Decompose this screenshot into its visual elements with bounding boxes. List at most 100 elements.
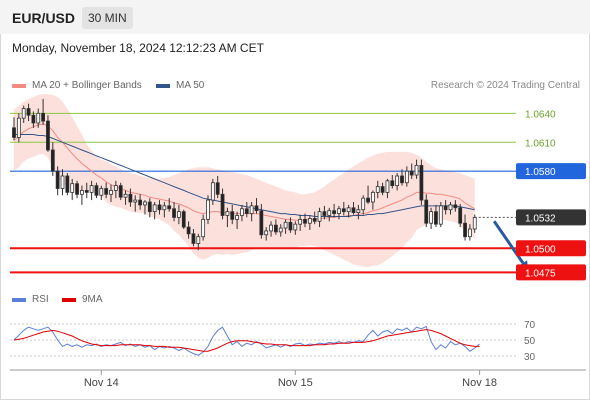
- symbol-label: EUR/USD: [12, 10, 76, 26]
- candle: [273, 219, 278, 235]
- ma50-line: [14, 134, 475, 217]
- candle: [118, 182, 123, 201]
- candle-body: [317, 211, 322, 222]
- candle: [84, 182, 89, 199]
- candle-body: [380, 186, 385, 193]
- time-axis: Nov 14 Nov 15 Nov 18: [10, 369, 586, 389]
- candle: [317, 207, 322, 228]
- rsi-ma-swatch: [62, 297, 76, 302]
- candle-body: [259, 210, 264, 236]
- candle-body: [332, 210, 337, 214]
- candle: [278, 224, 283, 237]
- candle: [375, 180, 380, 199]
- candle: [448, 202, 453, 215]
- timeframe-badge[interactable]: 30 MIN: [82, 7, 133, 29]
- legend-ma20: MA 20 + Bollinger Bands: [12, 80, 142, 91]
- candle: [191, 228, 196, 247]
- candle-body: [186, 226, 191, 235]
- rsi-swatch: [12, 297, 26, 302]
- candle: [99, 185, 104, 201]
- rsi-panel: 70 50 30: [10, 320, 536, 363]
- time-tick-label: Nov 15: [278, 377, 313, 389]
- legend-rsi-ma: 9MA: [62, 294, 103, 305]
- candle: [303, 213, 307, 228]
- candle: [123, 190, 128, 205]
- candle-body: [244, 208, 249, 214]
- candle: [41, 98, 45, 125]
- candle: [264, 227, 269, 241]
- candle-body: [46, 120, 50, 151]
- candle-body: [458, 207, 463, 224]
- candle-body: [269, 224, 273, 232]
- candle-body: [84, 190, 89, 193]
- support-tag-4: [516, 240, 586, 257]
- candle: [162, 202, 167, 218]
- candle: [70, 178, 75, 201]
- candle-body: [283, 221, 288, 229]
- candle: [341, 202, 346, 216]
- candle: [46, 115, 50, 152]
- candle-body: [80, 190, 84, 195]
- candle: [293, 221, 298, 235]
- candle-body: [41, 112, 45, 122]
- candle: [400, 169, 404, 186]
- bollinger-band-layer: [14, 94, 475, 268]
- candle: [65, 173, 70, 196]
- candle-body: [210, 182, 215, 201]
- chart-datetime: Monday, November 18, 2024 12:12:23 AM CE…: [12, 41, 264, 55]
- candle-body: [133, 199, 138, 203]
- candle-body: [385, 180, 390, 193]
- candle: [186, 221, 191, 239]
- candle-body: [230, 211, 235, 220]
- candle-body: [293, 223, 298, 231]
- copyright-text: Research © 2024 Trading Central: [430, 80, 580, 91]
- candle-body: [109, 190, 113, 195]
- candle: [283, 219, 288, 234]
- candle-body: [123, 193, 128, 198]
- candle-body: [113, 185, 118, 191]
- candle: [443, 200, 448, 215]
- candle-body: [138, 199, 143, 206]
- candle: [201, 214, 206, 241]
- candle-body: [147, 201, 152, 213]
- ma20-swatch: [12, 83, 26, 88]
- candle: [225, 207, 230, 228]
- candle: [26, 103, 31, 122]
- candle: [419, 159, 424, 205]
- candle: [366, 185, 370, 204]
- candle: [89, 180, 94, 201]
- candle-body: [303, 218, 307, 224]
- candle: [16, 113, 21, 143]
- candle-body: [346, 207, 351, 213]
- candle-body: [438, 205, 443, 225]
- candle: [472, 214, 477, 233]
- candle: [206, 195, 210, 225]
- candle-body: [351, 207, 356, 214]
- candle-body: [395, 175, 400, 187]
- ma50-swatch: [156, 83, 170, 88]
- candle-body: [104, 188, 109, 195]
- candle-body: [404, 170, 409, 184]
- candle: [167, 198, 172, 212]
- candle: [50, 142, 55, 176]
- candle-body: [65, 175, 70, 193]
- candle: [351, 202, 356, 215]
- candle: [346, 204, 351, 218]
- time-tick-label: Nov 18: [462, 377, 497, 389]
- candle: [21, 105, 26, 123]
- resistance-label-1: 1.0610: [525, 138, 556, 149]
- candle-body: [240, 208, 244, 216]
- candle: [12, 117, 16, 141]
- bollinger-band-fill: [14, 94, 475, 268]
- candle-body: [467, 228, 472, 238]
- candle-body: [337, 208, 341, 214]
- candle: [298, 214, 303, 231]
- candle-body: [167, 205, 172, 210]
- candle: [254, 198, 259, 214]
- candle: [458, 203, 463, 228]
- candle-body: [16, 117, 21, 138]
- candle-body: [162, 205, 167, 211]
- candle: [75, 180, 79, 199]
- candle-body: [191, 233, 196, 244]
- candle: [230, 204, 235, 225]
